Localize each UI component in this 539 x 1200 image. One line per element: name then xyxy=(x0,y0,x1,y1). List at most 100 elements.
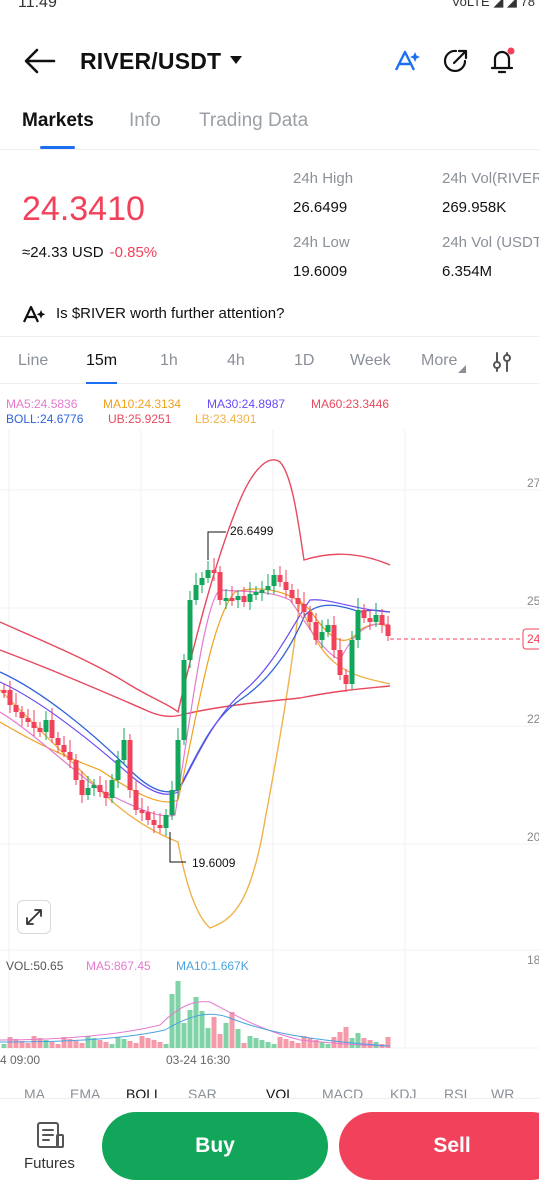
volume-bar xyxy=(367,1040,373,1048)
volume-bar xyxy=(307,1038,313,1048)
section-divider xyxy=(0,336,539,337)
boll-legend: BOLL:24.6776 xyxy=(6,412,84,426)
volume-bar xyxy=(13,1039,19,1048)
volume-bar xyxy=(337,1032,343,1048)
futures-icon[interactable] xyxy=(36,1121,66,1149)
candle-body xyxy=(223,598,229,601)
expand-chart-button[interactable] xyxy=(17,900,51,934)
bell-icon[interactable] xyxy=(487,46,517,76)
volume-bar xyxy=(289,1041,295,1048)
candle-body xyxy=(277,575,283,582)
candle-body xyxy=(49,720,55,738)
volume-bar xyxy=(277,1037,283,1048)
axis-label: 20 xyxy=(527,830,539,844)
header: RIVER/USDT xyxy=(0,38,539,84)
volume-bar xyxy=(295,1043,301,1048)
candle-body xyxy=(169,790,175,815)
caret-down-icon[interactable] xyxy=(230,56,242,64)
volume-bar xyxy=(139,1036,145,1048)
indicator-vol[interactable]: VOL xyxy=(266,1086,295,1100)
candle-body xyxy=(337,650,343,675)
candle-body xyxy=(385,625,391,636)
status-bar: 11:49 VoLTE ◢ ◢ 78 xyxy=(0,0,539,14)
volume-bar xyxy=(265,1042,271,1048)
candle-body xyxy=(373,615,379,622)
pair-title[interactable]: RIVER/USDT xyxy=(80,48,222,74)
indicator-kdj[interactable]: KDJ xyxy=(390,1086,417,1100)
ma60-legend: MA60:23.3446 xyxy=(311,397,390,411)
volume-bar xyxy=(247,1036,253,1048)
sell-button[interactable]: Sell xyxy=(339,1112,539,1180)
tab-info[interactable]: Info xyxy=(129,110,161,131)
stat-vol-label: 24h Vol(RIVER) xyxy=(442,170,539,187)
volume-bar xyxy=(127,1041,133,1048)
candle-body xyxy=(25,718,31,722)
indicator-rsi[interactable]: RSI xyxy=(444,1086,468,1100)
candle-body xyxy=(217,572,223,600)
candle-body xyxy=(361,610,367,618)
ma5-legend: MA5:24.5836 xyxy=(6,397,78,411)
interval-4h[interactable]: 4h xyxy=(227,352,245,369)
indicator-wr[interactable]: WR xyxy=(491,1086,515,1100)
volume-bar xyxy=(385,1037,391,1048)
volume-bar xyxy=(145,1038,151,1048)
indicator-ma[interactable]: MA xyxy=(24,1086,45,1100)
interval-15m[interactable]: 15m xyxy=(86,352,118,369)
tab-trading-data[interactable]: Trading Data xyxy=(199,110,309,131)
settings-sliders-icon[interactable] xyxy=(490,350,514,374)
candle-body xyxy=(193,585,199,600)
indicator-boll[interactable]: BOLL xyxy=(126,1086,162,1100)
tab-markets[interactable]: Markets xyxy=(22,110,94,131)
candle-body xyxy=(91,785,97,788)
vol-ma10-legend: MA10:1.667K xyxy=(176,959,249,973)
candle-body xyxy=(13,705,19,712)
ai-icon[interactable] xyxy=(393,46,423,76)
candle-body xyxy=(145,812,151,820)
share-icon[interactable] xyxy=(441,46,471,76)
volume-bar xyxy=(331,1037,337,1048)
price-usd-line: ≈24.33 USD -0.85% xyxy=(22,244,157,261)
interval-1h[interactable]: 1h xyxy=(160,352,178,369)
stat-high-value: 26.6499 xyxy=(293,199,348,216)
volume-bar xyxy=(49,1042,55,1048)
stat-high-label: 24h High xyxy=(293,170,354,187)
volume-bar xyxy=(169,994,175,1048)
candle-body xyxy=(19,712,25,718)
ma30-line xyxy=(0,599,391,795)
ub-legend: UB:25.9251 xyxy=(108,412,172,426)
candle-body xyxy=(265,586,271,590)
volume-bar xyxy=(181,1023,187,1048)
candle-body xyxy=(37,728,43,732)
volume-bars xyxy=(1,981,391,1048)
interval-week[interactable]: Week xyxy=(350,352,391,369)
candle-body xyxy=(295,598,301,604)
candle-body xyxy=(7,690,13,705)
candle-body xyxy=(109,780,115,798)
buy-button[interactable]: Buy xyxy=(102,1112,328,1180)
candle-body xyxy=(235,596,241,600)
status-indicators: VoLTE ◢ ◢ 78 xyxy=(451,0,535,9)
ma5-line xyxy=(0,589,391,817)
candle-body xyxy=(175,740,181,790)
futures-label[interactable]: Futures xyxy=(24,1155,75,1172)
status-time: 11:49 xyxy=(18,0,57,11)
volume-bar xyxy=(301,1036,307,1048)
price-change: -0.85% xyxy=(109,244,158,261)
candle-body xyxy=(307,612,313,622)
candles xyxy=(1,558,391,836)
axis-label: 27 xyxy=(527,476,539,490)
kline-chart[interactable] xyxy=(0,384,539,1064)
indicator-ema[interactable]: EMA xyxy=(70,1086,101,1100)
candle-body xyxy=(133,790,139,810)
chart-grid xyxy=(0,430,539,1049)
indicator-macd[interactable]: MACD xyxy=(322,1086,364,1100)
volume-bar xyxy=(271,1044,277,1048)
interval-more[interactable]: More xyxy=(421,352,458,369)
volume-bar xyxy=(85,1036,91,1048)
back-arrow-icon[interactable] xyxy=(22,46,58,76)
candle-body xyxy=(115,760,121,780)
indicator-sar[interactable]: SAR xyxy=(188,1086,217,1100)
candle-body xyxy=(313,622,319,640)
interval-1d[interactable]: 1D xyxy=(294,352,315,369)
interval-line[interactable]: Line xyxy=(18,352,49,369)
